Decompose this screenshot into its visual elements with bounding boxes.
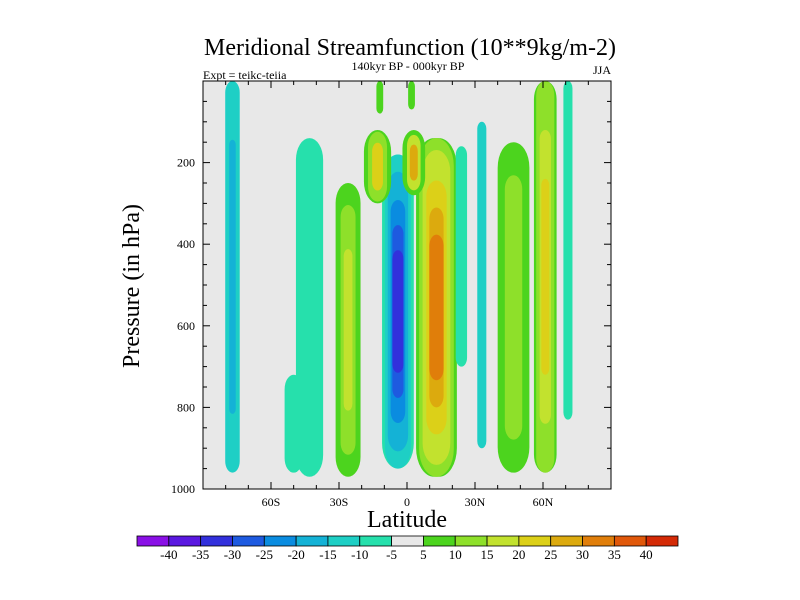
- colorbar-label: 15: [481, 547, 494, 562]
- y-tick-label: 400: [177, 237, 195, 251]
- colorbar-swatch: [295, 535, 329, 547]
- colorbar-swatch: [327, 535, 361, 547]
- colorbar-swatch: [391, 535, 424, 547]
- colorbar-label: 20: [512, 547, 525, 562]
- colorbar-swatch: [263, 535, 297, 547]
- band-42s: [295, 138, 324, 477]
- band-5s-negative: [382, 154, 414, 469]
- x-axis-label: Latitude: [367, 507, 447, 533]
- band-25n-level-0: [455, 146, 468, 367]
- y-tick-label: 600: [177, 319, 195, 333]
- band-60n-level-3: [541, 178, 550, 375]
- chart-subtitle: 140kyr BP - 000kyr BP: [352, 59, 465, 73]
- colorbar-label: -20: [287, 547, 304, 562]
- colorbar-label: -25: [256, 547, 273, 562]
- colorbar-label: -35: [192, 547, 209, 562]
- colorbar-swatch: [486, 535, 520, 547]
- band-15n-positive: [416, 138, 457, 477]
- y-axis-label: Pressure (in hPa): [119, 204, 145, 368]
- band-top-1-level-0: [408, 81, 415, 110]
- band-5s-negative-level-5: [392, 250, 404, 373]
- colorbar-label: 25: [544, 547, 557, 562]
- colorbar-label: -40: [160, 547, 177, 562]
- season-label: JJA: [593, 63, 611, 77]
- colorbar-label: 10: [449, 547, 462, 562]
- colorbar-label: 35: [608, 547, 621, 562]
- band-42s-level-0: [295, 138, 324, 477]
- plot-area: [202, 80, 612, 490]
- chart-title: Meridional Streamfunction (10**9kg/m-2): [204, 35, 616, 61]
- x-tick-label: 60N: [533, 495, 554, 509]
- x-tick-label: 30N: [465, 495, 486, 509]
- band-25n: [455, 146, 468, 367]
- colorbar-label: -10: [351, 547, 368, 562]
- colorbar-swatch: [454, 535, 488, 547]
- y-tick-label: 800: [177, 400, 195, 414]
- band-33n: [477, 121, 487, 449]
- band-top-0: [376, 81, 384, 114]
- band-0-upper-level-2: [409, 144, 418, 181]
- band-45n-level-1: [504, 175, 523, 440]
- band-75s: [225, 81, 240, 473]
- band-15s-upper-level-2: [372, 142, 383, 191]
- band-75s-level-1: [229, 139, 236, 414]
- colorbar-swatch: [136, 535, 170, 547]
- band-71n: [563, 81, 573, 420]
- band-45n: [497, 142, 530, 473]
- y-tick-label: 200: [177, 156, 195, 170]
- band-top-0-level-0: [376, 81, 384, 114]
- band-60n: [533, 81, 557, 473]
- colorbar-label: 30: [576, 547, 589, 562]
- x-tick-label: 60S: [262, 495, 281, 509]
- y-tick-label: 1000: [171, 482, 195, 496]
- colorbar-swatch: [168, 535, 202, 547]
- colorbar-label: 5: [420, 547, 427, 562]
- band-71n-level-0: [563, 81, 573, 420]
- band-25s-level-2: [343, 249, 353, 411]
- colorbar-swatch: [200, 535, 233, 547]
- colorbar-swatch: [359, 535, 392, 547]
- colorbar-swatch: [423, 535, 456, 547]
- colorbar-swatch: [518, 535, 552, 547]
- colorbar-swatch: [232, 535, 265, 547]
- band-33n-level-0: [477, 121, 487, 449]
- x-tick-label: 30S: [330, 495, 349, 509]
- colorbar: -40 -35 -30 -25 -20 -15 -10 -5 5 10 15 20 25 30 35 40: [136, 535, 679, 562]
- band-15n-positive-level-5: [429, 234, 444, 381]
- colorbar-label: -30: [224, 547, 241, 562]
- band-0-upper: [402, 129, 426, 196]
- colorbar-swatch: [613, 535, 647, 547]
- x-tick-label: 0: [404, 495, 410, 509]
- colorbar-label: 40: [640, 547, 653, 562]
- band-top-1: [408, 81, 415, 110]
- experiment-label: Expt = teikc-teiia: [203, 68, 287, 82]
- colorbar-label: -5: [386, 547, 397, 562]
- colorbar-swatch: [582, 535, 615, 547]
- band-15s-upper: [363, 129, 392, 204]
- colorbar-label: -15: [319, 547, 336, 562]
- axes: 200 400 600 800 1000 60S 30S 0 30N 60N: [171, 80, 612, 509]
- band-25s: [335, 183, 361, 477]
- colorbar-swatch: [645, 535, 679, 547]
- colorbar-swatch: [550, 535, 583, 547]
